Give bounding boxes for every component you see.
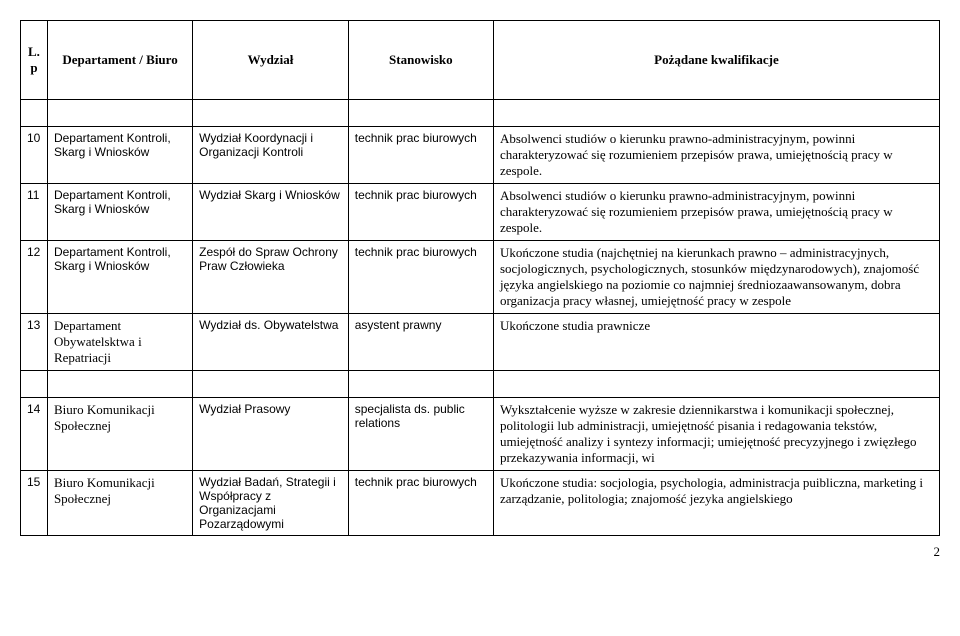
cell-kwal: Ukończone studia: socjologia, psychologi…: [493, 471, 939, 536]
cell-kwal: Wykształcenie wyższe w zakresie dziennik…: [493, 398, 939, 471]
cell-kwal: Ukończone studia prawnicze: [493, 314, 939, 371]
table-row: 11 Departament Kontroli, Skarg i Wnioskó…: [21, 184, 940, 241]
table-row: 15 Biuro Komunikacji Społecznej Wydział …: [21, 471, 940, 536]
cell-stan: technik prac biurowych: [348, 241, 493, 314]
cell-stan: technik prac biurowych: [348, 471, 493, 536]
spacer-row: [21, 371, 940, 398]
page-number: 2: [20, 544, 940, 560]
cell-wydz: Wydział Badań, Strategii i Współpracy z …: [193, 471, 349, 536]
table-row: 13 Departament Obywatelsktwa i Repatriac…: [21, 314, 940, 371]
table-row: 12 Departament Kontroli, Skarg i Wnioskó…: [21, 241, 940, 314]
cell-stan: asystent prawny: [348, 314, 493, 371]
cell-wydz: Wydział Koordynacji i Organizacji Kontro…: [193, 127, 349, 184]
cell-dept: Departament Kontroli, Skarg i Wniosków: [47, 127, 192, 184]
cell-dept: Departament Obywatelsktwa i Repatriacji: [47, 314, 192, 371]
table-row: 14 Biuro Komunikacji Społecznej Wydział …: [21, 398, 940, 471]
cell-wydz: Wydział Prasowy: [193, 398, 349, 471]
cell-dept: Departament Kontroli, Skarg i Wniosków: [47, 241, 192, 314]
cell-kwal: Ukończone studia (najchętniej na kierunk…: [493, 241, 939, 314]
col-lp: L.p: [21, 21, 48, 100]
cell-stan: technik prac biurowych: [348, 127, 493, 184]
cell-lp: 13: [21, 314, 48, 371]
cell-dept: Departament Kontroli, Skarg i Wniosków: [47, 184, 192, 241]
cell-wydz: Wydział Skarg i Wniosków: [193, 184, 349, 241]
col-kwal: Pożądane kwalifikacje: [493, 21, 939, 100]
cell-stan: technik prac biurowych: [348, 184, 493, 241]
cell-kwal: Absolwenci studiów o kierunku prawno-adm…: [493, 184, 939, 241]
table-row: 10 Departament Kontroli, Skarg i Wnioskó…: [21, 127, 940, 184]
cell-wydz: Wydział ds. Obywatelstwa: [193, 314, 349, 371]
col-dept: Departament / Biuro: [47, 21, 192, 100]
qualifications-table: L.p Departament / Biuro Wydział Stanowis…: [20, 20, 940, 536]
table-header-row: L.p Departament / Biuro Wydział Stanowis…: [21, 21, 940, 100]
cell-lp: 14: [21, 398, 48, 471]
cell-lp: 15: [21, 471, 48, 536]
cell-lp: 10: [21, 127, 48, 184]
col-stan: Stanowisko: [348, 21, 493, 100]
col-wydz: Wydział: [193, 21, 349, 100]
cell-dept: Biuro Komunikacji Społecznej: [47, 398, 192, 471]
cell-kwal: Absolwenci studiów o kierunku prawno-adm…: [493, 127, 939, 184]
cell-stan: specjalista ds. public relations: [348, 398, 493, 471]
cell-lp: 11: [21, 184, 48, 241]
cell-lp: 12: [21, 241, 48, 314]
cell-dept: Biuro Komunikacji Społecznej: [47, 471, 192, 536]
spacer-row: [21, 100, 940, 127]
cell-wydz: Zespół do Spraw Ochrony Praw Człowieka: [193, 241, 349, 314]
